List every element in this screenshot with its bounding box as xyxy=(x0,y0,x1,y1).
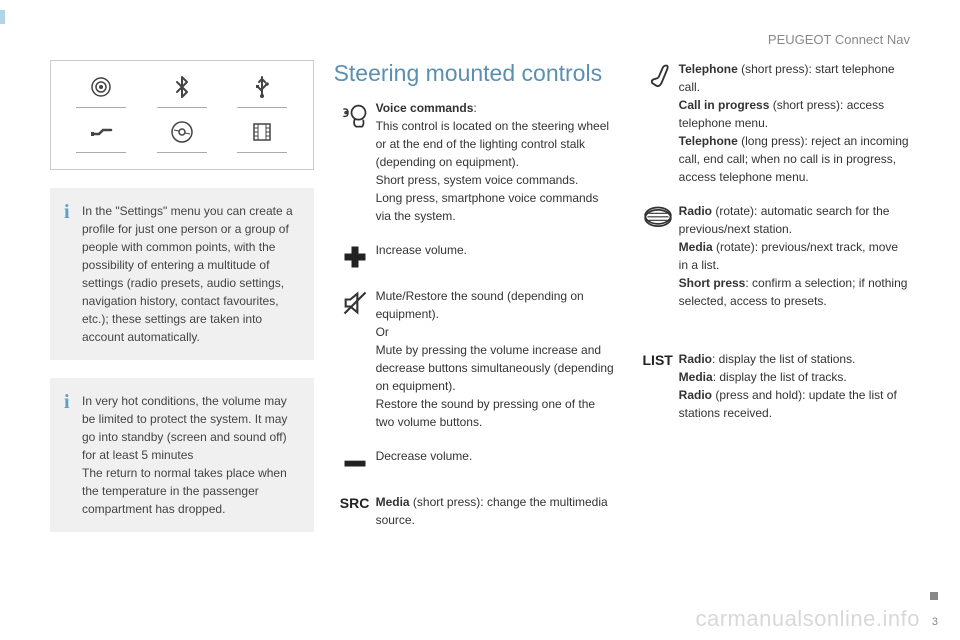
control-rotary: Radio (rotate): automatic search for the… xyxy=(637,202,910,310)
rotary-dial-icon xyxy=(637,202,679,310)
page-accent-bar xyxy=(0,10,5,24)
plus-icon xyxy=(334,241,376,271)
control-volume-down: Decrease volume. xyxy=(334,447,617,477)
info-text: In very hot conditions, the volume may b… xyxy=(82,392,300,518)
control-description: Media (short press): change the multimed… xyxy=(376,493,617,529)
info-text: In the "Settings" menu you can create a … xyxy=(82,202,300,346)
info-icon: i xyxy=(64,202,74,222)
aux-plug-icon xyxy=(76,120,126,153)
mute-icon xyxy=(334,287,376,431)
control-telephone: Telephone (short press): start telephone… xyxy=(637,60,910,186)
control-description: Radio: display the list of stations.Medi… xyxy=(679,350,910,422)
control-mute: Mute/Restore the sound (depending on equ… xyxy=(334,287,617,431)
film-strip-icon xyxy=(237,120,287,153)
header-label: PEUGEOT Connect Nav xyxy=(768,32,910,47)
control-voice: Voice commands:This control is located o… xyxy=(334,99,617,225)
usb-icon xyxy=(237,75,287,108)
control-description: Voice commands:This control is located o… xyxy=(376,99,617,225)
page-number: 3 xyxy=(932,616,938,628)
control-description: Mute/Restore the sound (depending on equ… xyxy=(376,287,617,431)
info-box-settings: i In the "Settings" menu you can create … xyxy=(50,188,314,360)
phone-handset-icon xyxy=(637,60,679,186)
control-volume-up: Increase volume. xyxy=(334,241,617,271)
disc-icon xyxy=(157,120,207,153)
voice-head-icon xyxy=(334,99,376,225)
control-description: Telephone (short press): start telephone… xyxy=(679,60,910,186)
bluetooth-icon xyxy=(157,75,207,108)
left-column: i In the "Settings" menu you can create … xyxy=(50,60,314,550)
section-title: Steering mounted controls xyxy=(334,60,617,87)
watermark: carmanualsonline.info xyxy=(695,606,920,632)
control-description: Increase volume. xyxy=(376,241,617,271)
middle-column: Steering mounted controls Voice commands… xyxy=(334,60,617,550)
page-corner-square xyxy=(930,592,938,600)
list-label-icon: LIST xyxy=(637,350,679,422)
control-list: LIST Radio: display the list of stations… xyxy=(637,350,910,422)
control-description: Decrease volume. xyxy=(376,447,617,477)
minus-icon xyxy=(334,447,376,477)
right-column: Telephone (short press): start telephone… xyxy=(637,60,910,550)
src-label-icon: SRC xyxy=(334,493,376,529)
media-source-panel xyxy=(50,60,314,170)
control-src: SRC Media (short press): change the mult… xyxy=(334,493,617,529)
control-description: Radio (rotate): automatic search for the… xyxy=(679,202,910,310)
info-box-hot-conditions: i In very hot conditions, the volume may… xyxy=(50,378,314,532)
radio-target-icon xyxy=(76,75,126,108)
info-icon: i xyxy=(64,392,74,412)
